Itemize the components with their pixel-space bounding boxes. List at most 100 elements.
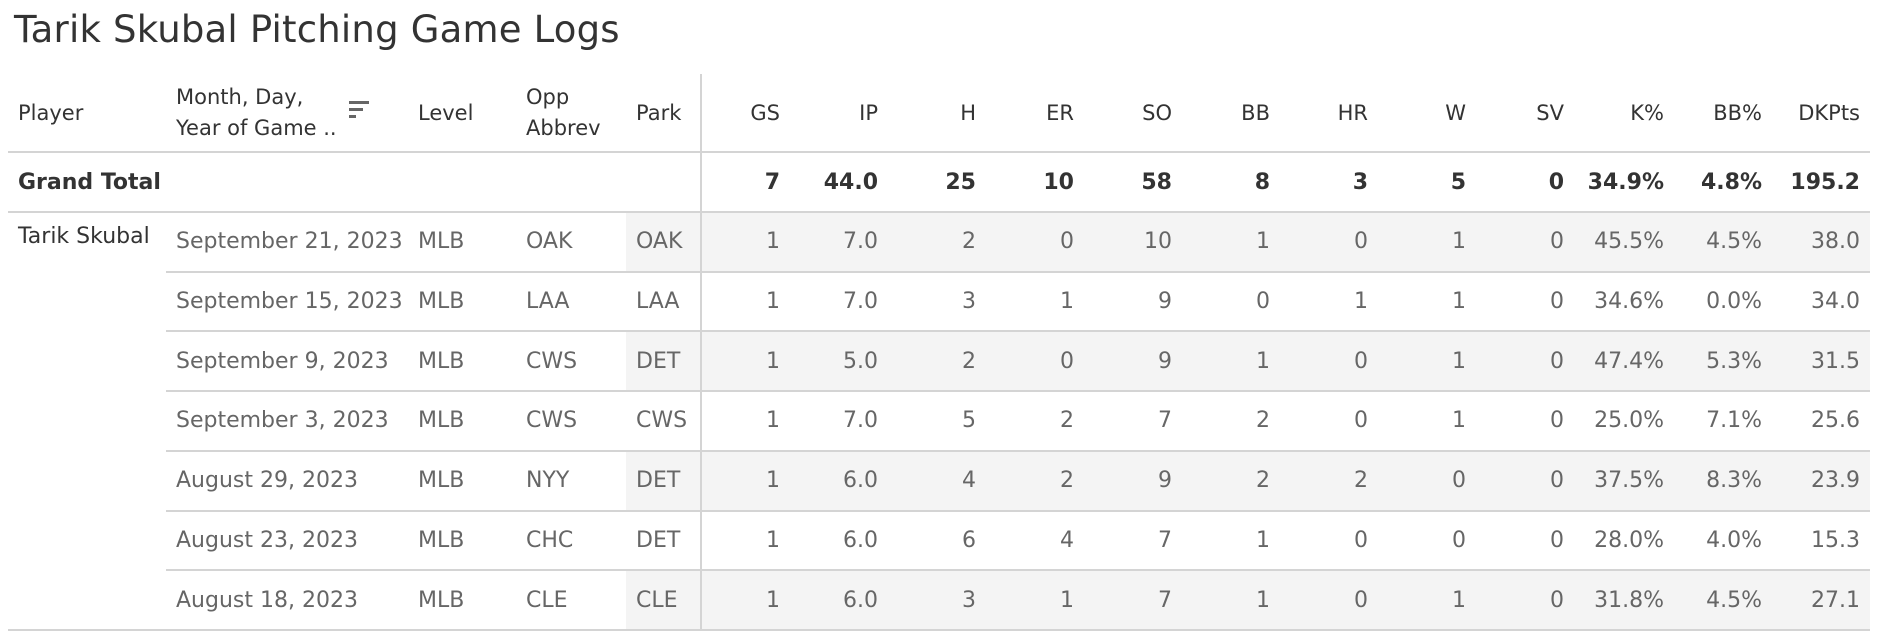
grand-total-value: 44.0 (823, 169, 878, 195)
park-cell: DET (636, 527, 681, 553)
stat-cell: 0 (1550, 527, 1564, 553)
stat-cell: 38.0 (1811, 229, 1860, 255)
column-header-bb-pct[interactable]: BB% (1713, 101, 1762, 125)
date-cell: September 15, 2023 (176, 289, 403, 315)
date-cell: August 29, 2023 (176, 468, 358, 494)
stat-cell: 6.0 (843, 527, 878, 553)
park-cell-band (626, 212, 702, 272)
column-header-gs[interactable]: GS (750, 101, 780, 125)
date-cell: September 9, 2023 (176, 348, 389, 374)
row-divider (166, 270, 1870, 273)
stat-cell: 7.0 (843, 289, 878, 315)
grand-total-value: 195.2 (1790, 169, 1860, 195)
table-bottom-border (8, 628, 1870, 631)
stat-cell: 25.0% (1594, 408, 1664, 434)
grand-total-divider (8, 211, 1870, 213)
stat-cell: 4.5% (1706, 587, 1762, 613)
column-header-h[interactable]: H (960, 101, 976, 125)
column-header-er[interactable]: ER (1046, 101, 1074, 125)
stat-cell: 0.0% (1706, 289, 1762, 315)
grand-total-value: 58 (1141, 169, 1172, 195)
stat-cell: 0 (1550, 289, 1564, 315)
stat-cell: 9 (1158, 348, 1172, 374)
column-header-ip[interactable]: IP (859, 101, 878, 125)
stat-cell: 9 (1158, 289, 1172, 315)
stat-cell: 5.3% (1706, 348, 1762, 374)
row-divider (166, 330, 1870, 333)
column-header-k-pct[interactable]: K% (1630, 101, 1664, 125)
stat-cell: 2 (1256, 468, 1270, 494)
stats-row-band (702, 331, 1870, 392)
column-header-player[interactable]: Player (18, 101, 84, 125)
date-cell: September 21, 2023 (176, 229, 403, 255)
row-divider (166, 509, 1870, 512)
stat-cell: 0 (1550, 587, 1564, 613)
stat-cell: 1 (1452, 348, 1466, 374)
park-cell: LAA (636, 289, 680, 315)
stat-cell: 3 (962, 289, 976, 315)
stat-cell: 6.0 (843, 587, 878, 613)
date-cell: August 18, 2023 (176, 587, 358, 613)
stat-cell: 0 (1256, 289, 1270, 315)
stat-cell: 2 (1256, 408, 1270, 434)
stat-cell: 0 (1354, 527, 1368, 553)
date-cell: August 23, 2023 (176, 527, 358, 553)
stat-cell: 0 (1550, 408, 1564, 434)
column-header-bb[interactable]: BB (1241, 101, 1270, 125)
column-header-level[interactable]: Level (418, 101, 474, 125)
opp-cell: CHC (526, 527, 574, 553)
stat-cell: 2 (1060, 408, 1074, 434)
stat-cell: 1 (1256, 587, 1270, 613)
stat-cell: 8.3% (1706, 468, 1762, 494)
stat-cell: 34.0 (1811, 289, 1860, 315)
row-divider (166, 390, 1870, 393)
stat-cell: 0 (1550, 229, 1564, 255)
stats-divider (700, 74, 702, 630)
stat-cell: 25.6 (1811, 408, 1860, 434)
opp-cell: NYY (526, 468, 570, 494)
column-header-sv[interactable]: SV (1536, 101, 1564, 125)
grand-total-label: Grand Total (18, 169, 161, 195)
stat-cell: 0 (1354, 229, 1368, 255)
stat-cell: 1 (1060, 587, 1074, 613)
grand-total-value: 5 (1450, 169, 1466, 195)
opp-cell: OAK (526, 229, 573, 255)
stat-cell: 1 (1256, 348, 1270, 374)
stat-cell: 1 (766, 229, 780, 255)
stat-cell: 10 (1144, 229, 1172, 255)
column-header-hr[interactable]: HR (1337, 101, 1368, 125)
stats-row-band (702, 450, 1870, 511)
stat-cell: 7.1% (1706, 408, 1762, 434)
stat-cell: 0 (1354, 587, 1368, 613)
stat-cell: 0 (1452, 527, 1466, 553)
column-header-opp-line2: Abbrev (526, 116, 601, 140)
column-header-opp-abbrev[interactable]: Opp Abbrev (516, 74, 626, 152)
level-cell: MLB (418, 468, 465, 494)
sort-descending-icon[interactable] (348, 100, 372, 120)
column-header-w[interactable]: W (1445, 101, 1466, 125)
stat-cell: 1 (766, 468, 780, 494)
stat-cell: 0 (1060, 348, 1074, 374)
level-cell: MLB (418, 348, 465, 374)
stat-cell: 1 (766, 289, 780, 315)
grand-total-value: 34.9% (1587, 169, 1664, 195)
level-cell: MLB (418, 527, 465, 553)
stat-cell: 7 (1158, 587, 1172, 613)
header-divider (8, 151, 1870, 153)
grand-total-value: 4.8% (1700, 169, 1762, 195)
column-header-park[interactable]: Park (636, 101, 682, 125)
park-cell: CWS (636, 408, 688, 434)
grand-total-value: 25 (945, 169, 976, 195)
grand-total-value: 10 (1043, 169, 1074, 195)
park-cell: DET (636, 468, 681, 494)
level-cell: MLB (418, 408, 465, 434)
park-cell-band (626, 450, 702, 511)
column-header-dkpts[interactable]: DKPts (1798, 101, 1860, 125)
stat-cell: 15.3 (1811, 527, 1860, 553)
column-header-date[interactable]: Month, Day, Year of Game .. (166, 74, 406, 152)
column-header-so[interactable]: SO (1142, 101, 1172, 125)
stat-cell: 7.0 (843, 229, 878, 255)
stats-row-band (702, 212, 1870, 272)
stat-cell: 5.0 (843, 348, 878, 374)
stat-cell: 1 (766, 348, 780, 374)
